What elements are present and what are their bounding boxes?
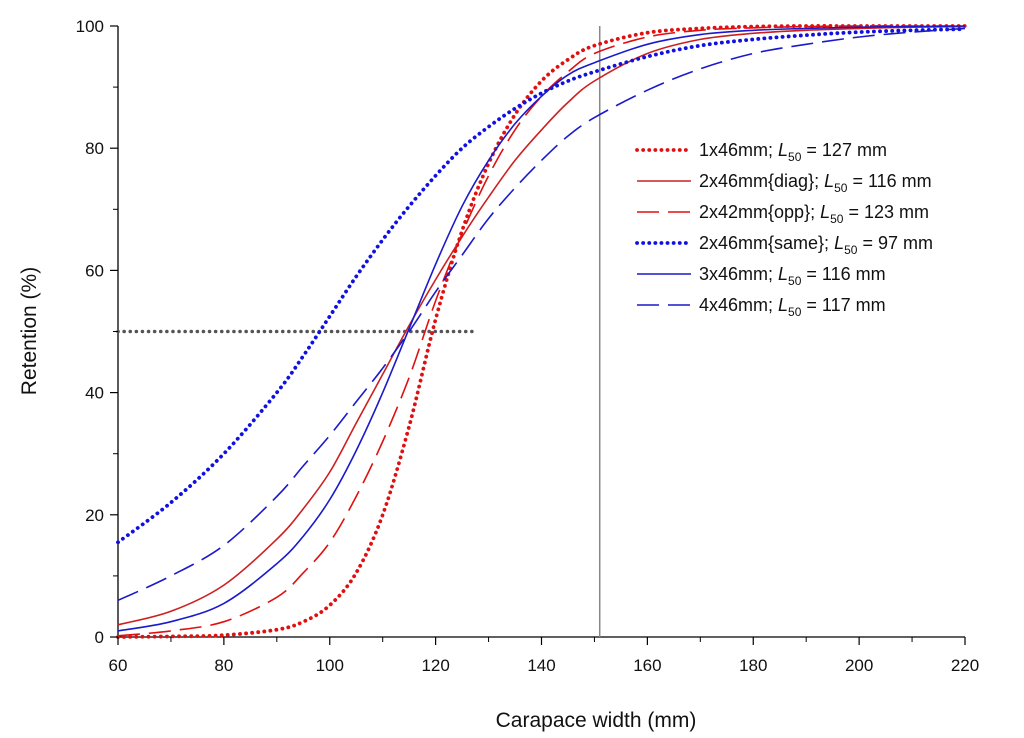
series-line-4 xyxy=(116,27,967,545)
legend-label-5: 3x46mm; L50 = 116 mm xyxy=(699,264,886,288)
legend-label-4: 2x46mm{same}; L50 = 97 mm xyxy=(699,233,933,257)
reference-lines xyxy=(116,26,601,637)
x-tick-label: 220 xyxy=(951,656,979,675)
legend-label-1: 1x46mm; L50 = 127 mm xyxy=(699,140,887,164)
series-layer xyxy=(116,24,967,639)
y-tick-label: 20 xyxy=(85,506,104,525)
y-tick-label: 60 xyxy=(85,261,104,280)
x-tick-label: 60 xyxy=(109,656,128,675)
x-tick-label: 80 xyxy=(214,656,233,675)
legend-label-2: 2x46mm{diag}; L50 = 116 mm xyxy=(699,171,932,195)
series-line-2 xyxy=(117,25,966,626)
y-tick-label: 80 xyxy=(85,139,104,158)
x-tick-label: 200 xyxy=(845,656,873,675)
y-tick-label: 40 xyxy=(85,384,104,403)
legend: 1x46mm; L50 = 127 mm 2x46mm{diag}; L50 = … xyxy=(635,140,933,319)
x-tick-label: 180 xyxy=(739,656,767,675)
series-line-1 xyxy=(116,24,967,639)
y-axis-title: Retention (%) xyxy=(18,267,41,395)
x-tick-label: 160 xyxy=(633,656,661,675)
x-axis: 60 80 100 120 140 160 180 200 220 xyxy=(109,637,979,675)
series-line-5 xyxy=(117,25,966,632)
y-tick-label: 100 xyxy=(76,17,104,36)
legend-label-3: 2x42mm{opp}; L50 = 123 mm xyxy=(699,202,929,226)
x-tick-label: 120 xyxy=(421,656,449,675)
legend-label-6: 4x46mm; L50 = 117 mm xyxy=(699,295,886,319)
series-line-3 xyxy=(117,25,965,637)
series-line-6 xyxy=(117,27,966,602)
y-tick-label: 0 xyxy=(95,628,104,647)
y-axis: 0 20 40 60 80 100 xyxy=(76,17,118,647)
x-tick-label: 100 xyxy=(316,656,344,675)
x-tick-label: 140 xyxy=(527,656,555,675)
x-axis-title: Carapace width (mm) xyxy=(496,709,697,732)
